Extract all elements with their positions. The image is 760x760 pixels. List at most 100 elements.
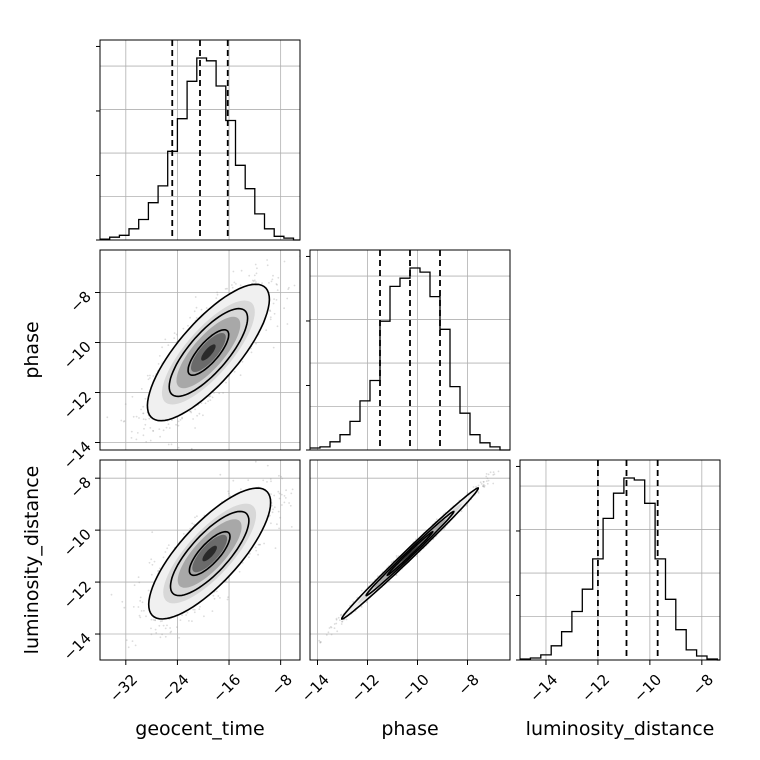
axes-frame-2d [99, 249, 301, 451]
scatter-point [181, 614, 184, 616]
scatter-point [189, 316, 192, 319]
scatter-point [388, 580, 391, 583]
density-level-4 [201, 344, 216, 361]
scatter-point [290, 492, 293, 495]
scatter-point [192, 418, 195, 420]
axes-frame-2d [309, 459, 511, 661]
scatter-point [198, 412, 201, 415]
scatter-point [147, 378, 150, 381]
scatter-point [173, 337, 176, 339]
scatter-point [175, 423, 178, 426]
scatter-point [132, 415, 135, 418]
scatter-point [285, 489, 287, 492]
x-tick-label-geocent_time: −24 [158, 671, 193, 706]
y-tick-label-luminosity_distance: −8 [66, 473, 94, 501]
scatter-point [134, 644, 137, 647]
scatter-point [291, 488, 294, 491]
scatter-point [169, 627, 172, 629]
scatter-point [254, 460, 257, 463]
scatter-point [161, 633, 164, 636]
y-tick-label-luminosity_distance: −12 [60, 577, 95, 612]
scatter-point [187, 324, 189, 327]
scatter-point [170, 443, 173, 446]
scatter-point [139, 600, 142, 602]
scatter-point [284, 497, 287, 499]
scatter-point [395, 555, 398, 557]
scatter-point [195, 306, 198, 309]
x-tick-label-geocent_time: −8 [268, 671, 296, 699]
scatter-point [185, 614, 188, 616]
scatter-point [275, 283, 278, 285]
scatter-point [493, 473, 496, 476]
scatter-point [106, 416, 109, 419]
scatter-point [293, 284, 296, 287]
x-tick-label-phase: −12 [348, 671, 383, 706]
scatter-point [158, 567, 161, 570]
scatter-point [280, 493, 283, 496]
x-tick-label-luminosity_distance: −14 [526, 671, 561, 706]
scatter-point [138, 614, 141, 617]
scatter-point [202, 414, 204, 417]
scatter-point [226, 287, 228, 290]
scatter-point [240, 269, 243, 272]
scatter-point [497, 470, 500, 473]
scatter-point [487, 473, 490, 476]
scatter-point [288, 502, 290, 504]
scatter-point [138, 417, 140, 419]
scatter-point [289, 504, 292, 507]
scatter-point [153, 560, 156, 563]
scatter-point [159, 636, 162, 639]
scatter-point [213, 597, 216, 600]
scatter-point [130, 430, 133, 433]
scatter-point [167, 443, 170, 446]
scatter-point [460, 510, 463, 512]
scatter-point [173, 332, 176, 334]
scatter-point [341, 620, 343, 623]
density-level-4 [202, 545, 217, 562]
scatter-point [195, 317, 198, 319]
scatter-point [318, 639, 321, 642]
scatter-point [271, 511, 274, 514]
scatter-point [233, 281, 236, 284]
scatter-point [320, 641, 322, 643]
scatter-point [151, 531, 154, 534]
x-tick-label-geocent_time: −16 [209, 671, 244, 706]
scatter-point [169, 631, 172, 634]
scatter-point [215, 297, 218, 299]
scatter-point [150, 573, 153, 576]
scatter-point [395, 574, 398, 577]
scatter-point [247, 479, 250, 482]
scatter-point [218, 392, 221, 395]
scatter-point [120, 419, 123, 422]
scatter-point [266, 481, 268, 483]
scatter-point [131, 640, 134, 642]
scatter-point [360, 589, 363, 592]
scatter-point [266, 264, 269, 267]
scatter-point [147, 589, 150, 592]
scatter-point [256, 267, 258, 270]
scatter-point [157, 570, 160, 572]
scatter-point [194, 516, 196, 519]
x-axis-label-phase: phase [381, 718, 438, 740]
scatter-point [238, 570, 241, 573]
scatter-point [152, 429, 155, 432]
scatter-point [155, 632, 158, 634]
scatter-point [148, 561, 151, 564]
axes-frame-hist-phase [309, 249, 511, 451]
scatter-point [142, 418, 145, 420]
scatter-point [248, 556, 250, 559]
panel-2d-geocent_time-phase [100, 255, 300, 450]
scatter-point [283, 501, 286, 504]
scatter-point [266, 464, 269, 467]
scatter-point [224, 288, 227, 290]
scatter-point [483, 486, 486, 488]
scatter-point [168, 427, 171, 429]
scatter-point [281, 477, 284, 480]
contour-1 [146, 283, 271, 422]
scatter-point [158, 624, 161, 627]
scatter-point [219, 597, 221, 599]
scatter-point [175, 333, 178, 336]
scatter-point [194, 296, 197, 298]
scatter-point [228, 492, 230, 495]
scatter-point [248, 274, 251, 277]
